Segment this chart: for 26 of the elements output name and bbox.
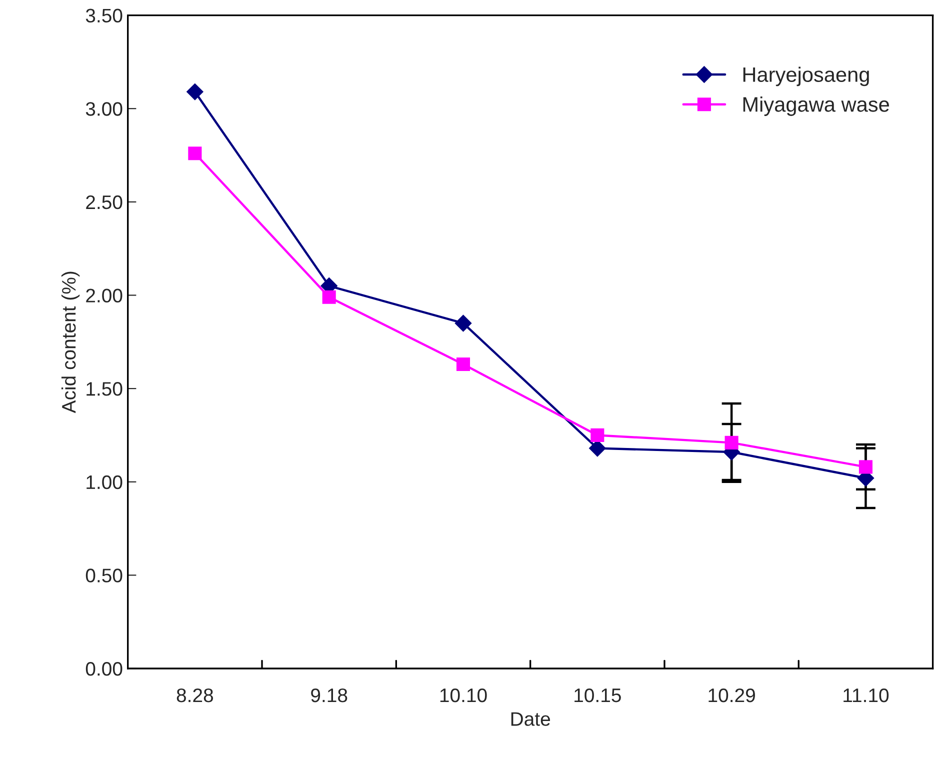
- y-tick-label: 3.00: [86, 102, 122, 116]
- point: [186, 83, 204, 100]
- x-tick-label: 8.28: [176, 688, 214, 702]
- x-tick-label: 10.15: [574, 688, 621, 702]
- point: [188, 146, 202, 160]
- x-tick-label: 9.18: [311, 688, 348, 702]
- y-tick-label: 0.50: [86, 568, 122, 582]
- legend-label: Miyagawa wase: [743, 96, 889, 116]
- legend-label: Haryejosaeng: [743, 66, 869, 86]
- y-tick-label: 0.00: [86, 662, 122, 676]
- y-axis-title: Acid content (%): [61, 272, 80, 414]
- y-tick-label: 2.00: [86, 288, 122, 302]
- point: [454, 314, 472, 332]
- y-tick-label: 2.50: [86, 195, 122, 210]
- x-tick-label: 11.10: [844, 688, 889, 702]
- y-tick-label: 1.00: [86, 475, 122, 490]
- x-tick-label: 10.10: [440, 688, 487, 702]
- y-tick-label: 1.50: [86, 382, 122, 396]
- x-tick-label: 10.29: [708, 688, 755, 702]
- point: [322, 290, 336, 304]
- point: [456, 358, 470, 372]
- x-axis-title: Date: [511, 712, 550, 726]
- point: [590, 428, 604, 442]
- point: [858, 460, 872, 474]
- y-tick-label: 3.50: [86, 8, 122, 23]
- point: [724, 436, 738, 450]
